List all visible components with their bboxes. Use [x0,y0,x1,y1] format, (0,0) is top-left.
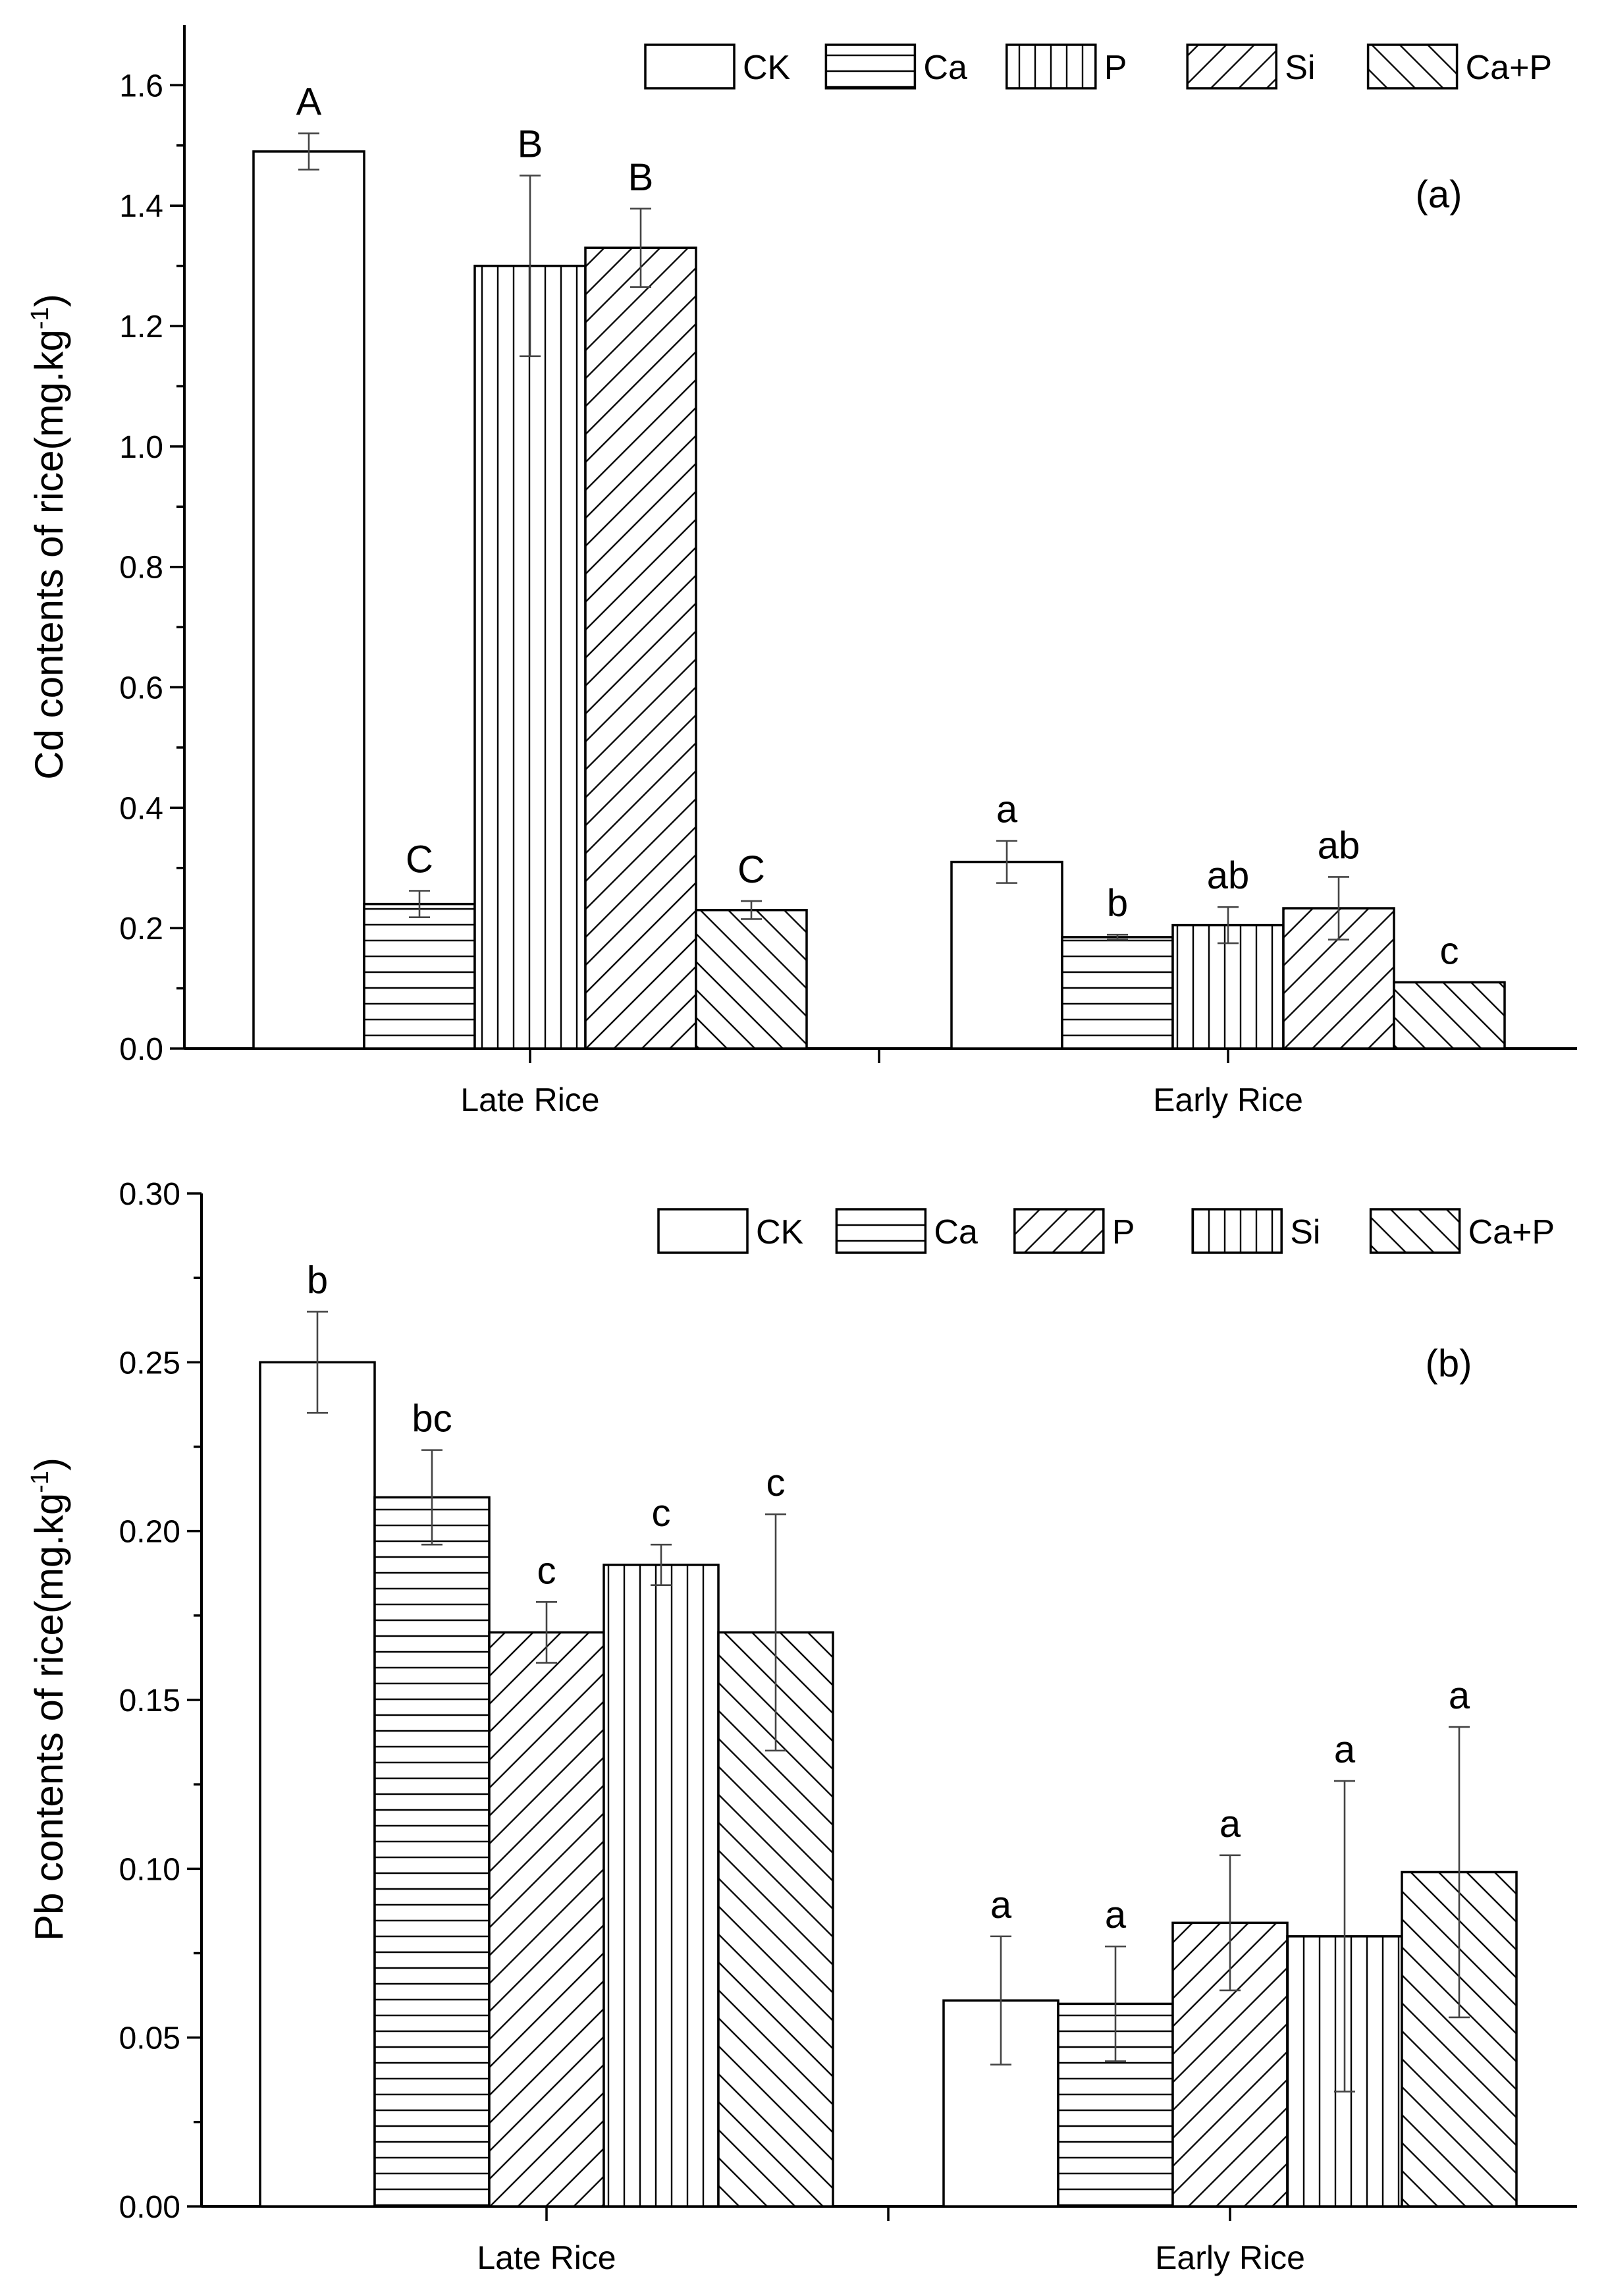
significance-letter: c [652,1492,671,1535]
legend-label: CK [756,1213,804,1251]
legend-label: P [1104,49,1127,87]
legend-swatch [1369,1208,1461,1254]
x-category-label: Early Rice [1153,1081,1303,1118]
legend-label: P [1112,1213,1135,1251]
panel-label: (b) [1426,1342,1472,1385]
y-tick-label: 1.2 [119,310,163,344]
y-tick-label: 0.20 [119,1515,180,1550]
y-tick-label: 1.6 [119,68,163,103]
y-tick-label: 0.6 [119,671,163,706]
legend-label: Ca [934,1213,978,1251]
chart-panel-b: 0.00 0.05 0.10 0.15 0.20 0.25 0.30 Late Rice Ear… [26,1177,1577,2276]
legend-swatch [1366,43,1459,90]
y-tick-label: 0.25 [119,1346,180,1380]
y-axis-label-main: Cd contents of rice(mg.kg [27,329,71,780]
panel-label: (a) [1416,173,1462,216]
significance-letter: a [1105,1894,1127,1936]
legend-label: Si [1285,49,1315,87]
y-tick-label: 0.10 [119,1852,180,1887]
significance-letter: A [296,81,322,124]
y-tick-label: 1.4 [119,189,163,224]
y-axis-label-superscript: -1 [26,307,54,329]
x-category-label: Early Rice [1155,2239,1305,2276]
y-axis-label-main: Pb contents of rice(mg.kg [27,1493,71,1941]
bar-ck [259,1361,376,2208]
significance-letter: b [307,1259,328,1301]
significance-letter: B [518,123,543,166]
y-tick-label: 0.4 [119,791,163,826]
y-tick-label: 1.0 [119,430,163,465]
legend-swatch [1186,43,1277,90]
legend-swatch [824,43,917,90]
y-axis-label-superscript: -1 [26,1471,54,1493]
legend-label: Ca+P [1466,49,1553,87]
x-category-label: Late Rice [477,2239,616,2276]
y-tick-label: 0.30 [119,1177,180,1212]
legend-label: Ca [923,49,967,87]
significance-letter: a [1449,1674,1470,1717]
legend-swatch [644,43,736,90]
significance-letter: ab [1318,824,1360,867]
significance-letter: b [1107,882,1128,925]
bar-capp [695,909,808,1050]
y-tick-label: 0.00 [119,2190,180,2225]
significance-letter: C [737,848,765,891]
y-tick-label: 0.2 [119,912,163,946]
significance-letter: bc [412,1398,452,1440]
significance-letter: c [1440,929,1459,972]
significance-letter: c [537,1549,556,1592]
bar-p [488,1631,605,2208]
y-axis-label-close: ) [27,294,71,307]
significance-letter: a [1334,1728,1356,1771]
significance-letter: C [406,838,433,881]
legend-swatch [1013,1208,1105,1254]
significance-letter: a [996,788,1018,831]
bar-si [584,246,697,1050]
legend-label: Si [1290,1213,1320,1251]
y-axis-label: Cd contents of rice(mg.kg-1) [26,294,71,779]
x-category-label: Late Rice [460,1081,599,1118]
y-tick-label: 0.15 [119,1683,180,1718]
legend-swatch [835,1208,927,1254]
significance-letter: B [628,156,654,199]
y-tick-label: 0.0 [119,1032,163,1067]
legend-label: CK [743,49,791,87]
bar-ca [373,1496,491,2208]
y-tick-label: 0.05 [119,2021,180,2056]
significance-letter: ab [1207,854,1250,897]
significance-letter: a [990,1884,1012,1927]
bar-p [473,264,587,1050]
bar-ca [363,902,476,1050]
bar-si [603,1564,720,2208]
significance-letter: c [766,1462,786,1504]
bar-ca [1061,936,1174,1050]
y-tick-label: 0.8 [119,551,163,586]
legend-swatch [657,1208,749,1254]
bar-ck [252,150,365,1050]
significance-letter: a [1219,1803,1241,1845]
y-axis-label: Pb contents of rice(mg.kg-1) [26,1458,71,1941]
y-axis-label-close: ) [27,1458,71,1471]
chart-panel-a: 0.0 0.2 0.4 0.6 0.8 1.0 1.2 1.4 1.6 Late Rice Earl… [26,25,1577,1118]
bar-ck [950,860,1063,1050]
legend-swatch [1005,43,1097,90]
bar-capp [1393,981,1506,1050]
legend-label: Ca+P [1468,1213,1555,1251]
legend-swatch [1191,1208,1283,1254]
